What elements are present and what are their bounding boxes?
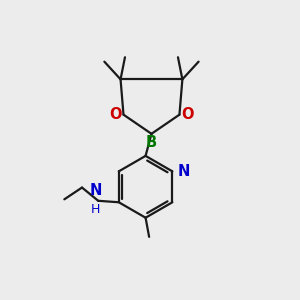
Text: N: N (90, 183, 102, 198)
Text: B: B (146, 135, 157, 150)
Text: O: O (181, 107, 194, 122)
Text: H: H (91, 203, 101, 216)
Text: O: O (110, 107, 122, 122)
Text: N: N (177, 164, 190, 179)
